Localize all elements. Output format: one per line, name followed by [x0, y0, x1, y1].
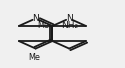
Text: Me: Me — [37, 21, 49, 30]
Text: N: N — [66, 14, 72, 23]
Text: Me: Me — [28, 53, 40, 62]
Text: NH₂: NH₂ — [61, 21, 78, 30]
Text: N: N — [32, 14, 39, 23]
